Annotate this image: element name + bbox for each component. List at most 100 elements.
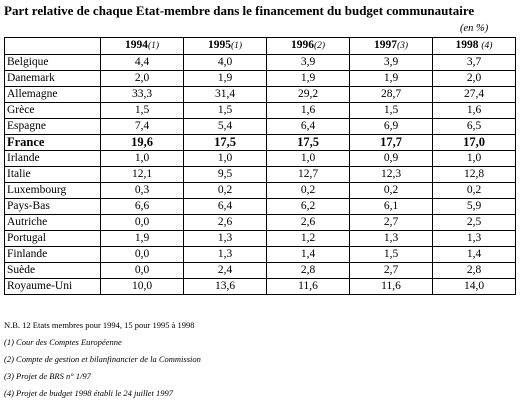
- financing-table: 1994(1) 1995(1) 1996(2) 1997(3) 1998 (4)…: [4, 37, 516, 295]
- country-cell: Allemagne: [4, 86, 101, 103]
- value-cell: 6,1: [349, 198, 433, 215]
- country-cell: Pays-Bas: [4, 198, 101, 215]
- value-cell: 5,9: [432, 198, 516, 215]
- table-row: Grèce 1,5 1,5 1,6 1,5 1,6: [4, 102, 516, 119]
- value-cell: 11,6: [266, 278, 350, 295]
- header-year-cell: 1998 (4): [432, 37, 516, 55]
- value-cell: 3,7: [432, 54, 516, 71]
- value-cell: 2,4: [183, 262, 267, 279]
- value-cell: 31,4: [183, 86, 267, 103]
- value-cell: 9,5: [183, 166, 267, 183]
- value-cell: 2,8: [266, 262, 350, 279]
- country-cell: Espagne: [4, 118, 101, 135]
- header-note: (1): [147, 41, 160, 51]
- value-cell: 2,0: [100, 70, 184, 87]
- country-cell: Finlande: [4, 246, 101, 263]
- table-row: Allemagne 33,3 31,4 29,2 28,7 27,4: [4, 86, 516, 103]
- value-cell: 1,0: [266, 150, 350, 167]
- value-cell: 0,2: [266, 182, 350, 199]
- value-cell: 1,3: [183, 230, 267, 247]
- value-cell: 12,8: [432, 166, 516, 183]
- notes-section: N.B. 12 Etats membres pour 1994, 15 pour…: [4, 320, 201, 405]
- country-cell: Italie: [4, 166, 101, 183]
- table-row: Espagne 7,4 5,4 6,4 6,9 6,5: [4, 118, 516, 135]
- country-cell: Autriche: [4, 214, 101, 231]
- value-cell: 6,9: [349, 118, 433, 135]
- value-cell: 5,4: [183, 118, 267, 135]
- value-cell: 12,7: [266, 166, 350, 183]
- country-cell: Royaume-Uni: [4, 278, 101, 295]
- header-year-cell: 1994(1): [100, 37, 184, 55]
- value-cell: 2,0: [432, 70, 516, 87]
- value-cell: 3,9: [349, 54, 433, 71]
- value-cell: 11,6: [349, 278, 433, 295]
- header-year: 1995: [207, 39, 231, 51]
- table-row: Belgique 4,4 4,0 3,9 3,9 3,7: [4, 54, 516, 71]
- table-row: Royaume-Uni 10,0 13,6 11,6 11,6 14,0: [4, 278, 516, 295]
- header-year-cell: 1995(1): [183, 37, 267, 55]
- value-cell: 1,5: [349, 102, 433, 119]
- value-cell: 1,0: [432, 150, 516, 167]
- header-year: 1997: [373, 39, 397, 51]
- value-cell: 14,0: [432, 278, 516, 295]
- table-row: Italie 12,1 9,5 12,7 12,3 12,8: [4, 166, 516, 183]
- header-note: (1): [230, 41, 243, 51]
- value-cell: 1,3: [432, 230, 516, 247]
- nb-note: N.B. 12 Etats membres pour 1994, 15 pour…: [4, 320, 195, 330]
- value-cell: 27,4: [432, 86, 516, 103]
- value-cell: 1,0: [100, 150, 184, 167]
- value-cell: 7,4: [100, 118, 184, 135]
- header-year: 1994: [124, 39, 148, 51]
- value-cell: 3,9: [266, 54, 350, 71]
- table-row: Suède 0,0 2,4 2,8 2,7 2,8: [4, 262, 516, 279]
- table-row: Finlande 0,0 1,3 1,4 1,5 1,4: [4, 246, 516, 263]
- value-cell: 1,9: [100, 230, 184, 247]
- value-cell: 2,6: [266, 214, 350, 231]
- value-cell: 1,6: [432, 102, 516, 119]
- table-row: Irlande 1,0 1,0 1,0 0,9 1,0: [4, 150, 516, 167]
- header-note: (3): [396, 41, 409, 51]
- value-cell: 2,8: [432, 262, 516, 279]
- value-cell: 29,2: [266, 86, 350, 103]
- footnote: (4) Projet de budget 1998 établi le 24 j…: [4, 388, 173, 398]
- country-cell: Portugal: [4, 230, 101, 247]
- table-row: Pays-Bas 6,6 6,4 6,2 6,1 5,9: [4, 198, 516, 215]
- value-cell: 1,2: [266, 230, 350, 247]
- value-cell: 2,7: [349, 262, 433, 279]
- footnote: (3) Projet de BRS n° 1/97: [4, 371, 91, 381]
- value-cell: 0,0: [100, 246, 184, 263]
- value-cell: 17,5: [266, 134, 350, 151]
- value-cell: 28,7: [349, 86, 433, 103]
- value-cell: 12,1: [100, 166, 184, 183]
- header-note: (4): [481, 41, 493, 51]
- value-cell: 6,6: [100, 198, 184, 215]
- unit-label: (en %): [460, 23, 489, 34]
- value-cell: 1,4: [432, 246, 516, 263]
- table-row: Luxembourg 0,3 0,2 0,2 0,2 0,2: [4, 182, 516, 199]
- value-cell: 0,9: [349, 150, 433, 167]
- document-title: Part relative de chaque Etat-membre dans…: [4, 3, 475, 18]
- country-cell: Luxembourg: [4, 182, 101, 199]
- value-cell: 1,5: [349, 246, 433, 263]
- country-cell: France: [4, 134, 101, 151]
- value-cell: 1,9: [349, 70, 433, 87]
- value-cell: 0,2: [183, 182, 267, 199]
- value-cell: 4,4: [100, 54, 184, 71]
- value-cell: 1,5: [183, 102, 267, 119]
- value-cell: 1,3: [183, 246, 267, 263]
- value-cell: 2,7: [349, 214, 433, 231]
- value-cell: 1,0: [183, 150, 267, 167]
- footnote: (1) Cour des Comptes Européenne: [4, 337, 122, 347]
- value-cell: 2,5: [432, 214, 516, 231]
- value-cell: 4,0: [183, 54, 267, 71]
- header-country-cell: [4, 37, 101, 55]
- value-cell: 17,5: [183, 134, 267, 151]
- value-cell: 6,2: [266, 198, 350, 215]
- value-cell: 6,4: [183, 198, 267, 215]
- value-cell: 10,0: [100, 278, 184, 295]
- country-cell: Belgique: [4, 54, 101, 71]
- header-year: 1996: [290, 39, 314, 51]
- header-year-cell: 1996(2): [266, 37, 350, 55]
- header-note: (2): [313, 41, 326, 51]
- table-body: Belgique 4,4 4,0 3,9 3,9 3,7 Danemark 2,0 1,9 1,9…: [4, 54, 516, 295]
